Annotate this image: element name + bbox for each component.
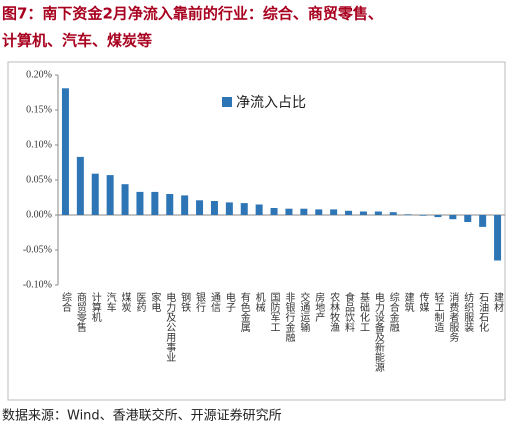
bar (76, 156, 84, 215)
x-tick-label: 传媒 (417, 292, 429, 313)
y-tick-label: -0.10% (23, 279, 52, 290)
bar (255, 204, 263, 215)
bar (494, 215, 502, 261)
bar (166, 194, 174, 215)
x-tick-label: 建材 (492, 291, 504, 312)
x-tick-label: 有色金属 (238, 291, 250, 333)
x-tick-label: 电力及公用事业 (164, 291, 176, 362)
bar (285, 208, 293, 215)
x-tick-label: 轻工制造 (432, 291, 444, 332)
x-tick-label: 建筑 (402, 291, 414, 312)
x-tick-label: 国防军工 (268, 292, 280, 332)
bar (196, 200, 204, 215)
chart-subtitle: 计算机、汽车、煤炭等 (2, 32, 152, 50)
bar (300, 208, 308, 215)
x-tick-label: 农林牧渔 (328, 291, 340, 333)
bar (315, 209, 323, 215)
bar (91, 173, 99, 215)
bar (106, 175, 114, 215)
x-tick-label: 食品饮料 (343, 291, 355, 333)
x-tick-label: 石油石化 (477, 292, 489, 332)
y-tick-label: 0.05% (26, 174, 52, 185)
x-tick-label: 电子 (223, 291, 235, 312)
y-tick-label: 0.00% (26, 209, 52, 220)
x-tick-label: 通信 (208, 292, 220, 313)
legend-label: 净流入占比 (236, 95, 306, 111)
bar (330, 209, 338, 215)
x-tick-label: 家电 (149, 291, 161, 312)
x-tick-label: 非银行金融 (283, 292, 295, 343)
bar (121, 184, 129, 215)
x-tick-label: 综合金融 (387, 291, 399, 333)
bar (345, 210, 353, 215)
bar (225, 202, 233, 215)
bar (270, 208, 278, 215)
bar (464, 215, 472, 222)
x-tick-label: 钢铁 (179, 291, 191, 313)
x-tick-label: 交通运输 (298, 291, 310, 333)
x-tick-label: 综合 (59, 291, 71, 313)
x-tick-label: 计算机 (89, 291, 101, 323)
x-tick-label: 基础化工 (357, 291, 369, 332)
x-tick-label: 机械 (253, 291, 265, 313)
bar (136, 191, 144, 215)
source: 数据来源：Wind、香港联交所、开源证券研究所 (2, 408, 282, 424)
x-tick-label: 银行 (194, 291, 206, 313)
x-tick-label: 商贸零售 (74, 291, 86, 333)
x-tick-label: 纺织服装 (462, 291, 474, 333)
y-tick-label: 0.20% (26, 69, 52, 80)
bar (404, 214, 412, 215)
bar (151, 191, 159, 215)
bar (210, 201, 218, 215)
x-tick-label: 汽车 (104, 291, 116, 313)
x-tick-label: 房地产 (313, 291, 325, 323)
y-tick-label: -0.05% (23, 244, 52, 255)
chart-frame (7, 61, 506, 401)
bar (479, 215, 487, 227)
bar (240, 203, 248, 215)
y-tick-label: 0.15% (26, 104, 52, 115)
x-tick-label: 煤炭 (119, 291, 131, 313)
bar (419, 215, 427, 216)
x-tick-label: 医药 (134, 292, 146, 313)
bar (181, 195, 189, 215)
legend-swatch (222, 97, 232, 107)
bar (449, 215, 457, 220)
bar (434, 215, 442, 218)
bar (374, 211, 382, 215)
bar (61, 88, 69, 215)
x-tick-label: 电力设备及新能源 (372, 291, 384, 373)
x-tick-label: 消费者服务 (447, 291, 459, 343)
chart-title: 图7：南下资金2月净流入靠前的行业：综合、商贸零售、 (2, 5, 383, 23)
y-tick-label: 0.10% (26, 139, 52, 150)
bar (359, 211, 367, 215)
bar (389, 212, 397, 215)
